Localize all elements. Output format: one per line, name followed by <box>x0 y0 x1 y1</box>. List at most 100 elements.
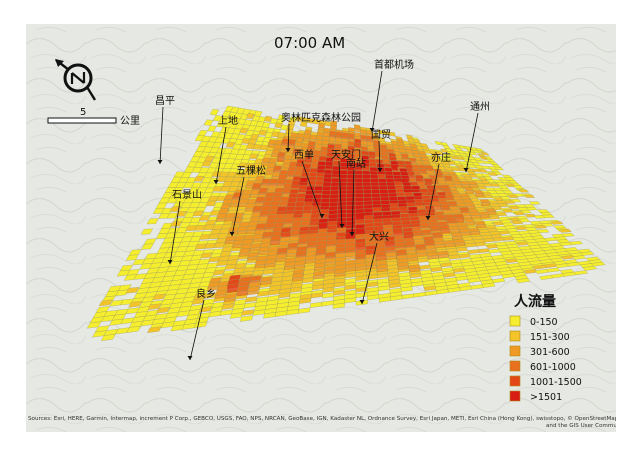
grid-cell <box>302 212 312 218</box>
grid-cell <box>354 193 364 198</box>
grid-cell-side <box>481 202 490 206</box>
grid-cell <box>355 204 365 210</box>
grid-cell <box>419 222 430 227</box>
grid-cell <box>250 212 262 218</box>
grid-cell <box>348 133 355 139</box>
grid-cell <box>474 221 486 226</box>
grid-cell <box>268 158 278 164</box>
grid-cell <box>467 208 479 213</box>
grid-cell <box>274 187 284 193</box>
grid-cell <box>528 201 541 205</box>
grid-cell <box>363 208 374 213</box>
grid-cell <box>308 225 319 231</box>
grid-cell-side <box>270 239 280 246</box>
grid-cell <box>370 182 380 187</box>
grid-cell <box>234 235 246 241</box>
grid-cell <box>308 233 319 239</box>
grid-cell <box>413 198 424 203</box>
legend-label: 301-600 <box>530 347 570 358</box>
grid-cell <box>278 174 288 180</box>
grid-cell <box>264 258 277 265</box>
grid-cell <box>323 173 333 179</box>
legend-items: 0-150 151-300 301-600 601-1000 1001-1500 >150… <box>509 315 582 403</box>
grid-cell <box>328 209 338 215</box>
grid-cell <box>280 227 292 233</box>
grid-cell <box>329 197 339 203</box>
grid-cell <box>275 213 286 219</box>
grid-cell <box>408 264 421 270</box>
grid-cell <box>329 201 339 207</box>
grid-cell <box>463 218 475 223</box>
grid-cell <box>327 220 338 226</box>
grid-cell <box>435 214 447 219</box>
grid-cell <box>284 154 293 160</box>
grid-cell <box>291 180 301 186</box>
grid-cell <box>372 207 382 212</box>
grid-cell <box>405 246 417 252</box>
grid-cell <box>374 151 382 156</box>
grid-cell <box>378 185 388 190</box>
grid-cell <box>273 192 283 198</box>
place-label-changping: 昌平 <box>155 95 175 107</box>
grid-cell <box>363 204 373 210</box>
grid-cell <box>561 233 575 237</box>
scale-bar-value: 5 <box>80 107 86 118</box>
grid-cell <box>582 266 598 271</box>
grid-cell <box>295 250 307 256</box>
grid-cell <box>379 189 389 194</box>
grid-cell <box>255 196 266 202</box>
grid-cell <box>453 213 465 218</box>
grid-cell <box>193 175 205 182</box>
grid-cell <box>345 251 356 258</box>
grid-cell <box>373 218 384 223</box>
leader-line <box>169 200 181 265</box>
label-leaders <box>157 70 479 361</box>
grid-cell <box>265 218 277 224</box>
grid-cell <box>156 306 170 314</box>
grid-cell <box>304 194 314 200</box>
grid-cell <box>399 168 408 173</box>
grid-cell <box>289 161 298 167</box>
grid-cell <box>336 227 347 233</box>
grid-cell <box>362 182 372 187</box>
grid-cell <box>493 166 505 171</box>
grid-cell <box>392 224 403 230</box>
leader-arrow-icon <box>359 300 365 304</box>
grid-cell <box>309 134 317 140</box>
grid-cell <box>308 172 318 177</box>
grid-cell <box>354 185 364 191</box>
grid-cell <box>271 231 283 237</box>
time-label: 07:00 AM <box>274 34 345 52</box>
grid-cell <box>397 196 407 201</box>
grid-cell <box>287 139 296 145</box>
place-label-daxing: 大兴 <box>369 230 389 243</box>
grid-cell <box>338 193 347 199</box>
grid-cell <box>354 170 363 175</box>
grid-cell <box>481 282 496 288</box>
grid-cell <box>393 175 402 179</box>
grid-cell <box>221 303 235 310</box>
north-arrow-icon <box>55 59 97 101</box>
grid-cell <box>429 225 441 230</box>
grid-cell <box>338 189 347 195</box>
grid-cell <box>381 204 391 209</box>
grid-cell <box>403 231 414 236</box>
grid-cell <box>315 176 325 182</box>
grid-cell <box>460 196 472 201</box>
grid-cell <box>385 252 397 258</box>
grid-cell-side <box>238 203 248 208</box>
grid-cell <box>372 200 382 205</box>
leader-arrow-icon <box>349 232 355 236</box>
grid-cell-side <box>465 190 474 194</box>
leader-arrow-icon <box>167 260 173 264</box>
place-label-airport: 首都机场 <box>374 58 414 71</box>
grid-cell <box>473 190 484 194</box>
grid-cell <box>278 292 291 299</box>
grid-cell <box>319 150 328 156</box>
leader-line <box>189 299 205 361</box>
grid-cell <box>369 170 378 176</box>
grid-cell <box>314 262 326 269</box>
grid-cell <box>440 204 451 209</box>
